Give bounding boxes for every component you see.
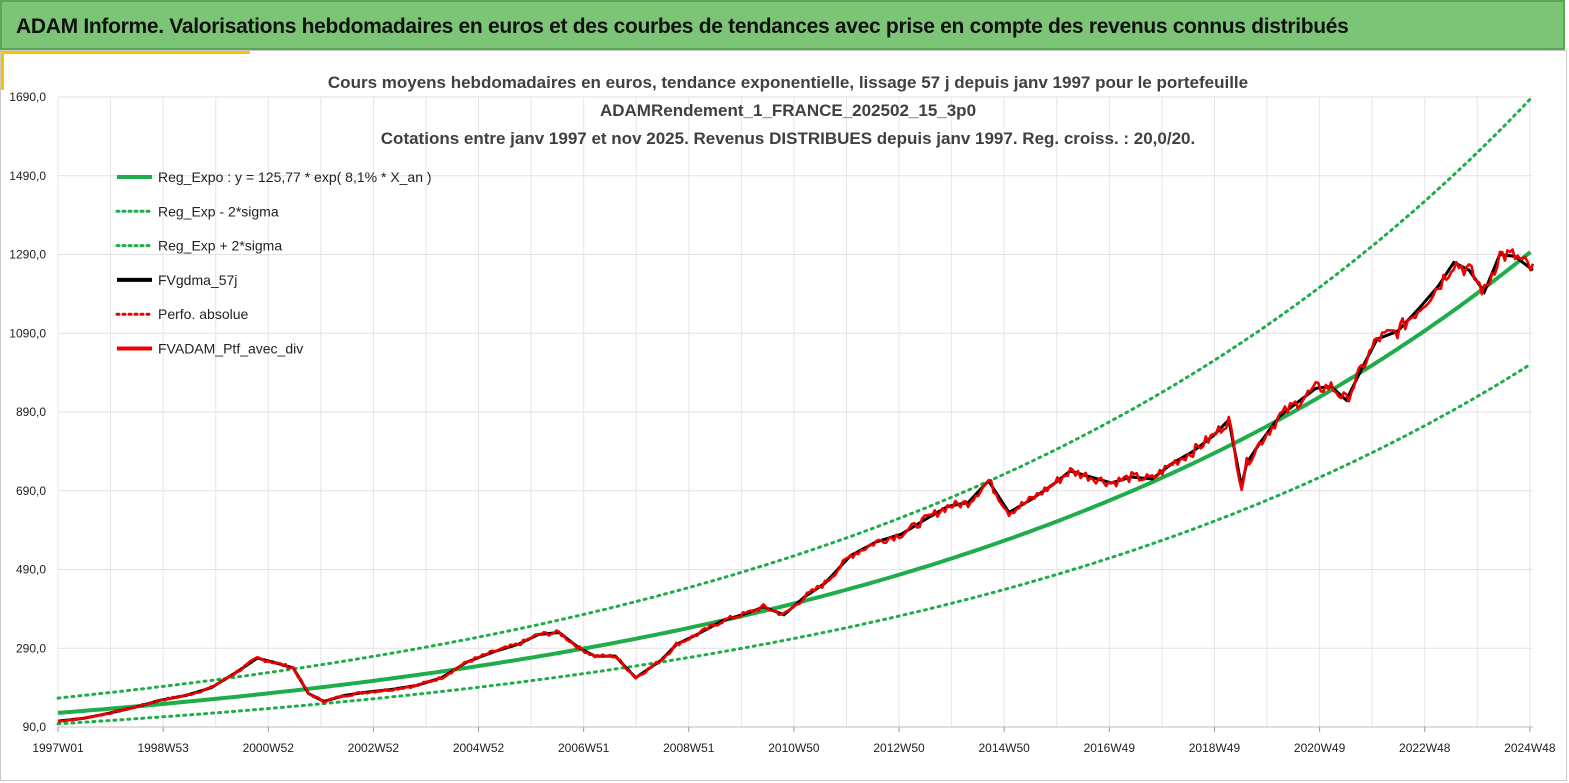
chart-title: Cours moyens hebdomadaires en euros, ten… [328, 73, 1248, 148]
legend-label: Reg_Exp - 2*sigma [158, 203, 279, 219]
report-title: ADAM Informe. Valorisations hebdomadaire… [16, 15, 1349, 38]
series-lines [56, 97, 1535, 726]
chart-frame [0, 50, 1567, 781]
reg-expo-line [57, 250, 1532, 715]
x-tick-label: 2014W50 [978, 741, 1030, 755]
y-axis-ticks: 90,0 290,0 490,0 690,0 890,0 1090,0 1290,0 1490… [9, 90, 46, 734]
x-tick-label: 2020W49 [1294, 741, 1346, 755]
y-tick-label: 890,0 [16, 405, 46, 419]
legend-label: Perfo. absolue [158, 306, 248, 322]
x-tick-label: 2008W51 [663, 741, 715, 755]
y-tick-label: 1290,0 [9, 248, 46, 262]
legend-label: Reg_Expo : y = 125,77 * exp( 8,1% * X_an… [158, 169, 432, 185]
x-tick-label: 2000W52 [243, 741, 295, 755]
chart-title-line-1: Cours moyens hebdomadaires en euros, ten… [328, 73, 1248, 92]
y-tick-label: 690,0 [16, 484, 46, 498]
x-tick-label: 2016W49 [1084, 741, 1136, 755]
x-tick-label: 1998W53 [137, 741, 189, 755]
y-tick-label: 1490,0 [9, 169, 46, 183]
x-tick-label: 2018W49 [1189, 741, 1241, 755]
reg-exp-plus-2sigma-line [56, 97, 1532, 700]
x-tick-label: 1997W01 [32, 741, 84, 755]
x-axis-ticks: 1997W01 1998W53 2000W52 2002W52 2004W52 2006W… [32, 727, 1556, 755]
x-tick-label: 2022W48 [1399, 741, 1451, 755]
y-tick-label: 1090,0 [9, 326, 46, 340]
accent-bar [0, 50, 250, 54]
y-tick-label: 90,0 [23, 720, 47, 734]
chart-title-line-3: Cotations entre janv 1997 et nov 2025. R… [381, 129, 1195, 148]
x-tick-label: 2006W51 [558, 741, 610, 755]
x-tick-label: 2010W50 [768, 741, 820, 755]
x-tick-label: 2012W50 [873, 741, 925, 755]
x-tick-label: 2002W52 [348, 741, 400, 755]
reg-exp-minus-2sigma-line [56, 362, 1532, 726]
legend-label: FVADAM_Ptf_avec_div [158, 341, 303, 357]
fvgdma-57j-line [57, 252, 1534, 723]
x-tick-label: 2004W52 [453, 741, 505, 755]
chart-legend: Reg_Expo : y = 125,77 * exp( 8,1% * X_an… [115, 169, 432, 357]
y-tick-label: 1690,0 [9, 90, 46, 104]
legend-label: FVgdma_57j [158, 272, 237, 288]
legend-label: Reg_Exp + 2*sigma [158, 238, 282, 254]
y-tick-label: 290,0 [16, 641, 46, 655]
report-banner: ADAM Informe. Valorisations hebdomadaire… [0, 0, 1565, 50]
grid-lines [57, 96, 1533, 728]
y-tick-label: 490,0 [16, 563, 46, 577]
fvadam-ptf-avec-div-line [57, 248, 1535, 723]
accent-left-bar [0, 50, 4, 90]
x-tick-label: 2024W48 [1504, 741, 1556, 755]
chart-title-line-2: ADAMRendement_1_FRANCE_202502_15_3p0 [600, 101, 976, 120]
